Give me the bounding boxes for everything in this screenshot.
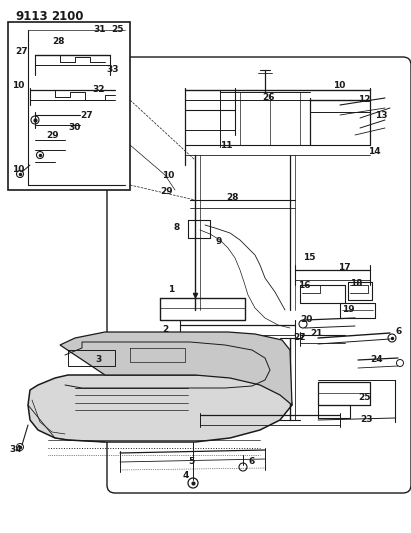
Text: 10: 10 bbox=[12, 80, 24, 90]
Text: 27: 27 bbox=[80, 110, 92, 119]
Text: 6: 6 bbox=[248, 457, 254, 466]
Text: 22: 22 bbox=[293, 334, 305, 343]
Text: 9113: 9113 bbox=[15, 10, 48, 23]
Text: 33: 33 bbox=[106, 66, 118, 75]
Text: 12: 12 bbox=[358, 95, 370, 104]
Text: 15: 15 bbox=[303, 254, 316, 262]
Text: 7: 7 bbox=[298, 334, 305, 343]
Text: 21: 21 bbox=[310, 328, 323, 337]
Text: 28: 28 bbox=[226, 192, 238, 201]
Text: 29: 29 bbox=[160, 188, 173, 197]
Bar bbox=[8, 22, 130, 190]
Text: 4: 4 bbox=[183, 472, 189, 481]
Text: 16: 16 bbox=[298, 280, 310, 289]
Text: 20: 20 bbox=[300, 316, 312, 325]
Text: 2: 2 bbox=[162, 326, 168, 335]
Text: 1: 1 bbox=[168, 286, 174, 295]
Text: 27: 27 bbox=[15, 47, 28, 56]
Text: 3: 3 bbox=[95, 356, 101, 365]
Text: 17: 17 bbox=[338, 263, 351, 272]
Text: 18: 18 bbox=[350, 279, 363, 287]
Polygon shape bbox=[28, 375, 292, 442]
Text: 31: 31 bbox=[93, 26, 106, 35]
Text: 29: 29 bbox=[46, 131, 59, 140]
Text: 2100: 2100 bbox=[51, 10, 83, 23]
Text: 24: 24 bbox=[370, 356, 383, 365]
Text: 10: 10 bbox=[162, 171, 174, 180]
Text: 8: 8 bbox=[173, 223, 179, 232]
Text: 9: 9 bbox=[215, 238, 222, 246]
Text: 6: 6 bbox=[395, 327, 401, 336]
FancyBboxPatch shape bbox=[107, 57, 411, 493]
Text: 10: 10 bbox=[12, 166, 24, 174]
Text: 13: 13 bbox=[375, 110, 388, 119]
Text: 14: 14 bbox=[368, 148, 381, 157]
Text: 11: 11 bbox=[220, 141, 233, 149]
Text: 25: 25 bbox=[358, 393, 370, 402]
Text: 5: 5 bbox=[188, 457, 194, 466]
Text: 19: 19 bbox=[342, 305, 355, 314]
Text: 28: 28 bbox=[52, 37, 65, 46]
Text: 10: 10 bbox=[333, 80, 345, 90]
Text: 32: 32 bbox=[92, 85, 104, 94]
Polygon shape bbox=[60, 332, 292, 405]
Text: 26: 26 bbox=[262, 93, 275, 102]
Text: 30: 30 bbox=[68, 124, 81, 133]
Text: 25: 25 bbox=[111, 26, 123, 35]
Text: 23: 23 bbox=[360, 416, 372, 424]
Text: 34: 34 bbox=[9, 446, 22, 455]
